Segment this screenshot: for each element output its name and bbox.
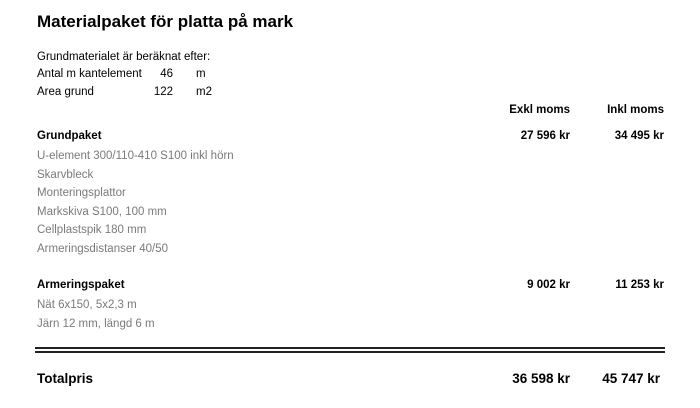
package-item: Nät 6x150, 5x2,3 m: [37, 299, 137, 311]
package-item: Armeringsdistanser 40/50: [37, 243, 169, 255]
package-exkl: 27 596 kr: [520, 130, 570, 142]
total-label: Totalpris: [37, 371, 94, 386]
basis-heading: Grundmaterialet är beräknat efter:: [37, 51, 211, 63]
package-exkl: 9 002 kr: [527, 279, 570, 291]
basis-unit: m: [196, 68, 206, 80]
package-inkl: 11 253 kr: [615, 279, 664, 291]
package-item: Cellplastspik 180 mm: [37, 224, 147, 237]
basis-value: 46: [160, 68, 173, 80]
package-item: U-element 300/110-410 S100 inkl hörn: [37, 150, 234, 162]
column-header: Inkl moms: [607, 104, 664, 116]
package-item: Järn 12 mm, längd 6 m: [37, 317, 155, 330]
basis-label: Area grund: [37, 86, 94, 98]
package-name: Armeringspaket: [37, 279, 125, 291]
total-inkl: 45 747 kr: [602, 371, 660, 386]
package-item: Monteringsplattor: [37, 187, 126, 200]
total-exkl: 36 598 kr: [512, 371, 570, 386]
basis-value: 122: [153, 86, 173, 98]
package-name: Grundpaket: [37, 130, 102, 142]
double-rule: [35, 351, 665, 353]
package-inkl: 34 495 kr: [614, 130, 664, 142]
title: Materialpaket för platta på mark: [37, 12, 294, 31]
basis-label: Antal m kantelement: [37, 68, 142, 80]
column-header: Exkl moms: [509, 104, 570, 116]
package-item: Skarvbleck: [37, 168, 94, 181]
package-item: Markskiva S100, 100 mm: [37, 205, 167, 218]
basis-unit: m2: [196, 86, 212, 98]
double-rule: [35, 347, 665, 349]
